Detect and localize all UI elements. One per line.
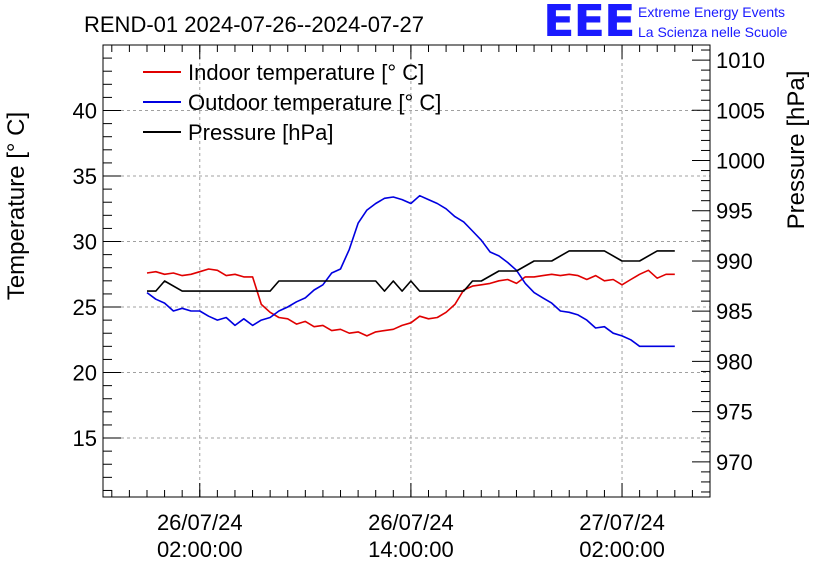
legend-item-pressure-label: Pressure [hPa] <box>188 120 334 145</box>
logo-line-2: La Scienza nelle Scuole <box>638 24 788 40</box>
legend-item-indoor-label: Indoor temperature [° C] <box>188 60 424 85</box>
y-tick-label: 25 <box>73 295 97 320</box>
x-tick-label-date: 27/07/24 <box>579 510 665 535</box>
legend-item-outdoor-label: Outdoor temperature [° C] <box>188 90 441 115</box>
logo-line-1: Extreme Energy Events <box>638 4 786 20</box>
series-layer <box>146 194 675 348</box>
y2-tick-label: 1000 <box>716 149 765 174</box>
eee-logo: EEE <box>543 0 636 47</box>
outdoor-temperature-line <box>146 194 675 348</box>
y2-tick-label: 985 <box>716 299 753 324</box>
y2-tick-label: 980 <box>716 349 753 374</box>
y-tick-label: 15 <box>73 426 97 451</box>
y-tick-label: 40 <box>73 99 97 124</box>
x-tick-label-time: 02:00:00 <box>579 537 665 562</box>
y2-tick-label: 1010 <box>716 48 765 73</box>
y2-tick-label: 995 <box>716 199 753 224</box>
x-tick-label-date: 26/07/24 <box>368 510 454 535</box>
y2-tick-label: 1005 <box>716 98 765 123</box>
x-tick-label-time: 02:00:00 <box>157 537 243 562</box>
y-tick-label: 20 <box>73 361 97 386</box>
pressure-line <box>147 250 675 292</box>
x-tick-label-time: 14:00:00 <box>368 537 454 562</box>
axes-layer: 26/07/2402:00:0026/07/2414:00:0027/07/24… <box>73 45 765 562</box>
x-tick-label-date: 26/07/24 <box>157 510 243 535</box>
y-tick-label: 35 <box>73 164 97 189</box>
y2-axis-label: Pressure [hPa] <box>783 71 810 230</box>
y2-tick-label: 975 <box>716 400 753 425</box>
grid-lines <box>103 45 710 497</box>
y-axis-label: Temperature [° C] <box>3 112 30 300</box>
chart-title: REND-01 2024-07-26--2024-07-27 <box>84 12 424 37</box>
indoor-temperature-line <box>146 268 675 337</box>
y-tick-label: 30 <box>73 230 97 255</box>
y2-tick-label: 970 <box>716 450 753 475</box>
y2-tick-label: 990 <box>716 249 753 274</box>
legend: Indoor temperature [° C] Outdoor temperat… <box>143 60 441 145</box>
